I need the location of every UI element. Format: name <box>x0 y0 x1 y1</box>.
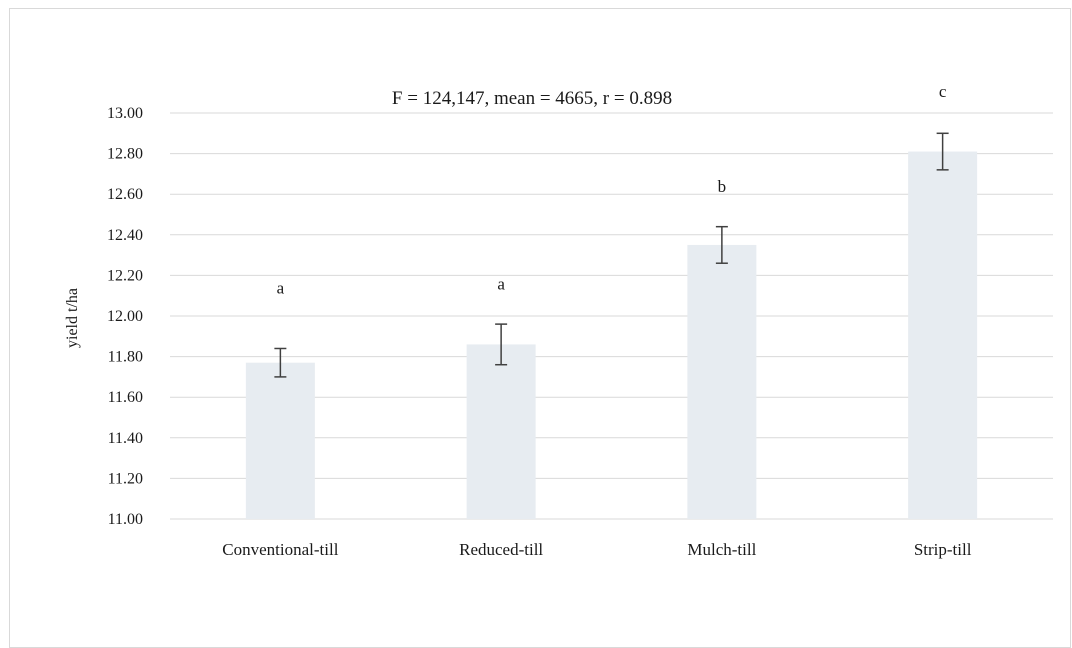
y-tick-label: 13.00 <box>107 105 143 122</box>
x-category-label: Mulch-till <box>687 540 756 559</box>
y-tick-label: 11.60 <box>108 389 143 406</box>
chart-title: F = 124,147, mean = 4665, r = 0.898 <box>392 88 672 109</box>
significance-letter: a <box>277 279 285 298</box>
y-tick-label: 11.80 <box>108 349 143 366</box>
bar <box>908 151 978 519</box>
bar <box>687 244 757 519</box>
significance-letter: b <box>718 177 727 196</box>
significance-letter: c <box>939 82 947 101</box>
y-tick-label: 11.00 <box>108 511 143 528</box>
y-tick-label: 12.40 <box>107 227 143 244</box>
x-category-label: Strip-till <box>914 540 972 559</box>
grid-layer <box>170 112 1053 520</box>
y-tick-label: 12.60 <box>107 186 143 203</box>
y-tick-label: 11.40 <box>108 430 143 447</box>
label-layer: 11.00 11.20 11.40 11.60 11.80 12.00 12.20 12.40… <box>107 82 972 559</box>
y-tick-label: 11.20 <box>108 470 143 487</box>
y-axis-title: yield t/ha <box>64 288 81 348</box>
bar <box>466 344 536 519</box>
x-category-label: Conventional-till <box>222 540 338 559</box>
y-tick-label: 12.80 <box>107 146 143 163</box>
bar-chart: 11.00 11.20 11.40 11.60 11.80 12.00 12.20 12.40… <box>64 82 1053 559</box>
bar <box>245 362 315 519</box>
bar-layer <box>245 151 978 519</box>
y-tick-label: 12.20 <box>107 267 143 284</box>
x-category-label: Reduced-till <box>459 540 543 559</box>
y-tick-label: 12.00 <box>107 308 143 325</box>
chart-frame <box>9 8 1071 648</box>
error-bar-layer <box>274 132 949 378</box>
significance-letter: a <box>497 275 505 294</box>
